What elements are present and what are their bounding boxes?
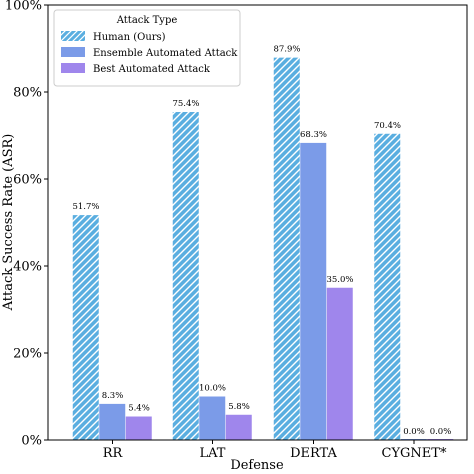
legend-label: Ensemble Automated Attack bbox=[93, 48, 238, 59]
x-tick-label: DERTA bbox=[290, 446, 337, 461]
legend-box bbox=[53, 9, 241, 87]
legend-swatch bbox=[61, 31, 85, 41]
y-axis-title: Attack Success Rate (ASR) bbox=[1, 134, 16, 312]
bar bbox=[225, 414, 252, 440]
bar bbox=[199, 396, 226, 440]
data-labels-group: 51.7% 8.3% 5.4% 75.4% 10.0%5.8% 87.9% 68.3% 35.… bbox=[72, 45, 451, 437]
x-axis-title: Defense bbox=[230, 458, 284, 473]
bars-group bbox=[72, 57, 454, 440]
bar-data-label: 87.9% bbox=[273, 45, 300, 55]
bar-data-label: 5.8% bbox=[228, 402, 250, 412]
x-tick-label: LAT bbox=[200, 446, 226, 461]
bar-data-label: 51.7% bbox=[72, 202, 99, 212]
bar-data-label: 75.4% bbox=[172, 99, 199, 109]
bar bbox=[300, 142, 327, 440]
bar-data-label: 5.4% bbox=[128, 404, 150, 414]
plot-frame bbox=[47, 4, 468, 441]
y-tick-label: 100% bbox=[5, 0, 42, 14]
bar bbox=[273, 57, 300, 440]
bar-data-label: 68.3% bbox=[300, 130, 327, 140]
bar bbox=[172, 112, 199, 440]
legend-swatch bbox=[61, 63, 85, 73]
y-tick-label: 40% bbox=[13, 260, 42, 275]
x-tick-label: CYGNET* bbox=[382, 446, 447, 461]
bar-data-label: 0.0% bbox=[430, 427, 452, 437]
bar-data-label: 10.0% bbox=[199, 384, 226, 394]
legend: Attack Type Human (Ours) Ensemble Automat… bbox=[53, 9, 241, 87]
legend-swatch bbox=[61, 47, 85, 57]
bar-data-label: 8.3% bbox=[102, 391, 124, 401]
y-tick-label: 80% bbox=[13, 86, 42, 101]
bar bbox=[72, 215, 99, 440]
bar bbox=[99, 403, 126, 440]
x-tick-label: RR bbox=[103, 446, 124, 461]
bar bbox=[125, 416, 152, 440]
legend-label: Human (Ours) bbox=[93, 32, 166, 43]
legend-title: Attack Type bbox=[116, 15, 178, 26]
y-tick-label: 20% bbox=[13, 347, 42, 362]
x-ticks-group: RR LAT DERTA CYGNET* bbox=[103, 440, 447, 461]
y-tick-label: 0% bbox=[21, 434, 42, 449]
legend-label: Best Automated Attack bbox=[93, 64, 211, 75]
bar-data-label: 35.0% bbox=[326, 275, 353, 285]
y-ticks-group: 0% 20% 40% 60% 80% 100% bbox=[5, 0, 48, 449]
y-tick-label: 60% bbox=[13, 173, 42, 188]
bar-data-label: 0.0% bbox=[403, 427, 425, 437]
legend-items: Human (Ours) Ensemble Automated Attack Bes… bbox=[61, 31, 238, 75]
bar bbox=[326, 287, 353, 440]
bar bbox=[374, 133, 401, 440]
bar-data-label: 70.4% bbox=[374, 121, 401, 131]
